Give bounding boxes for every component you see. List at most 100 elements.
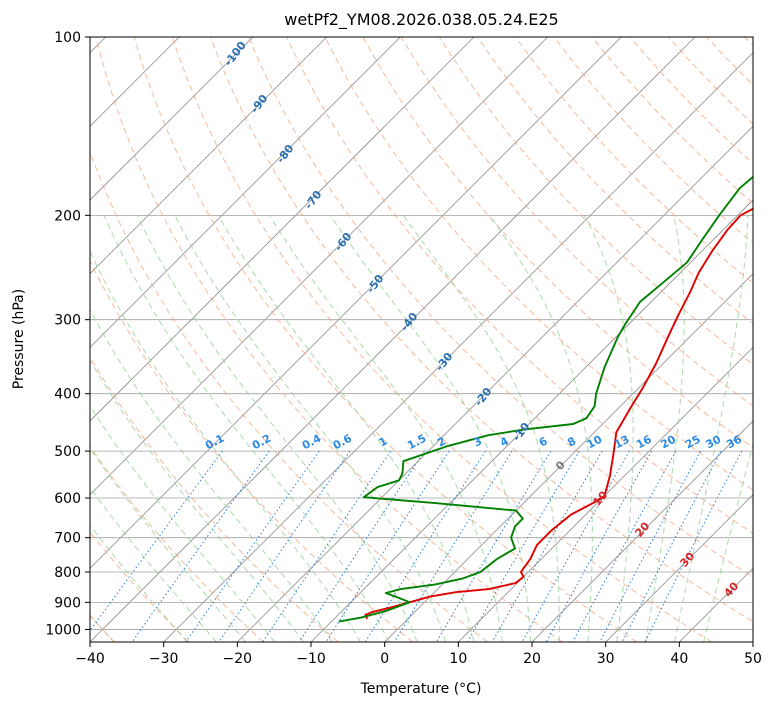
y-tick-label: 200 bbox=[54, 208, 81, 224]
mixing-ratio-line bbox=[545, 450, 653, 642]
dry-adiabat-line bbox=[90, 531, 190, 642]
mixing-ratio-label: 0.4 bbox=[300, 432, 324, 453]
dry-adiabat-line bbox=[90, 356, 339, 642]
dry-adiabat-line bbox=[133, 37, 638, 642]
x-tick-label: −10 bbox=[296, 651, 326, 667]
x-tick-label: 10 bbox=[449, 651, 467, 667]
mixing-ratio-label: 0.6 bbox=[331, 432, 355, 453]
isotherm-line bbox=[752, 641, 753, 642]
mixing-ratio-line bbox=[298, 450, 425, 642]
isotherm-line bbox=[237, 125, 753, 642]
moist-adiabat-line bbox=[402, 215, 560, 642]
moist-adiabat-line bbox=[174, 215, 447, 642]
x-tick-label: −20 bbox=[223, 651, 253, 667]
mixing-ratio-label: 20 bbox=[658, 433, 678, 452]
y-tick-label: 400 bbox=[54, 387, 81, 403]
y-tick-label: 100 bbox=[54, 30, 81, 46]
dry-adiabat-line bbox=[362, 37, 753, 449]
x-tick-label: 0 bbox=[380, 651, 389, 667]
x-tick-label: −30 bbox=[149, 651, 179, 667]
mixing-ratio-label: 1 bbox=[377, 434, 390, 449]
x-tick-label: −40 bbox=[75, 651, 105, 667]
mixing-ratio-line bbox=[393, 450, 513, 642]
mixing-ratio-line bbox=[467, 450, 580, 642]
isotherm-line bbox=[90, 37, 548, 496]
mixing-ratio-label: 16 bbox=[634, 433, 654, 452]
adiabat-accent-line bbox=[0, 24, 54, 642]
mixing-ratio-line bbox=[90, 450, 223, 632]
x-tick-label: 30 bbox=[597, 651, 615, 667]
mixing-ratio-label: 8 bbox=[565, 434, 578, 449]
isotherm-line bbox=[384, 273, 753, 642]
mixing-ratio-line bbox=[185, 450, 320, 642]
isotherm-line bbox=[163, 52, 753, 642]
dry-adiabat-line bbox=[90, 259, 414, 642]
isotherm-line bbox=[90, 37, 401, 348]
dry-adiabat-line bbox=[667, 37, 753, 125]
mixing-ratio-line bbox=[262, 450, 392, 642]
moist-adiabat-line bbox=[583, 215, 634, 642]
y-tick-label: 800 bbox=[54, 565, 81, 581]
x-tick-label: 40 bbox=[670, 651, 688, 667]
y-axis-label: Pressure (hPa) bbox=[11, 289, 27, 389]
dry-adiabat-line bbox=[95, 37, 563, 642]
moist-adiabat-line bbox=[90, 249, 362, 642]
moist-adiabat-label: 30 bbox=[677, 549, 697, 569]
dry-adiabat-line bbox=[705, 37, 753, 86]
y-tick-label: 600 bbox=[54, 491, 81, 507]
mixing-ratio-label: 25 bbox=[683, 433, 703, 452]
moist-adiabat-line bbox=[90, 308, 333, 642]
dry-adiabat-line bbox=[171, 37, 712, 642]
mixing-ratio-label: 36 bbox=[724, 433, 744, 452]
mixing-ratio-line bbox=[131, 450, 270, 642]
y-tick-label: 500 bbox=[54, 444, 81, 460]
x-tick-label: 50 bbox=[744, 651, 762, 667]
dry-adiabat-line bbox=[90, 445, 264, 642]
x-tick-label: 20 bbox=[523, 651, 541, 667]
dry-adiabat-line bbox=[90, 150, 488, 642]
moist-adiabat-line bbox=[703, 441, 753, 642]
moist-adiabat-line bbox=[90, 405, 275, 642]
mixing-ratio-line bbox=[218, 450, 351, 642]
moist-adiabat-label: 10 bbox=[590, 488, 610, 508]
isotherm-line bbox=[458, 346, 753, 642]
moist-adiabat-line bbox=[90, 447, 247, 642]
dry-adiabat-line bbox=[324, 37, 753, 491]
moist-adiabat-line bbox=[329, 215, 532, 642]
isotherm-line bbox=[531, 420, 753, 642]
isotherm-line bbox=[90, 37, 696, 642]
isotherm-line bbox=[605, 494, 753, 642]
isotherm-line bbox=[90, 37, 622, 569]
mixing-ratio-label: 4 bbox=[498, 434, 511, 449]
dry-adiabat-line bbox=[770, 24, 775, 642]
y-tick-label: 900 bbox=[54, 595, 81, 611]
dry-adiabat-line bbox=[591, 37, 753, 204]
moist-adiabat-line bbox=[489, 215, 593, 642]
y-tick-label: 1000 bbox=[45, 622, 81, 638]
temperature-profile-line bbox=[364, 207, 753, 620]
moist-adiabat-line bbox=[90, 486, 217, 642]
mixing-ratio-line bbox=[621, 450, 722, 642]
mixing-ratio-line bbox=[572, 450, 677, 642]
moist-adiabat-line bbox=[90, 359, 304, 642]
mixing-ratio-label: 1.5 bbox=[405, 432, 428, 453]
mixing-ratio-label: 10 bbox=[585, 433, 605, 452]
dry-adiabat-line bbox=[744, 37, 753, 47]
moist-adiabat-line bbox=[645, 215, 685, 642]
moist-adiabat-label: 20 bbox=[632, 519, 652, 539]
moist-adiabat-line bbox=[269, 215, 503, 642]
mixing-ratio-line bbox=[644, 450, 743, 642]
mixing-ratio-line bbox=[599, 450, 701, 642]
dry-adiabat-line bbox=[438, 37, 753, 366]
mixing-ratio-label: 13 bbox=[612, 433, 632, 452]
isotherm-line bbox=[90, 37, 254, 201]
dry-adiabat-line bbox=[286, 37, 753, 534]
dry-adiabat-line bbox=[400, 37, 753, 407]
dry-adiabat-label: -80 bbox=[274, 142, 297, 166]
mixing-ratio-label: 6 bbox=[537, 434, 550, 449]
y-tick-label: 700 bbox=[54, 531, 81, 547]
dry-adiabat-line bbox=[248, 37, 753, 578]
moist-adiabat-line bbox=[674, 215, 749, 642]
mixing-ratio-label: 30 bbox=[704, 433, 724, 452]
